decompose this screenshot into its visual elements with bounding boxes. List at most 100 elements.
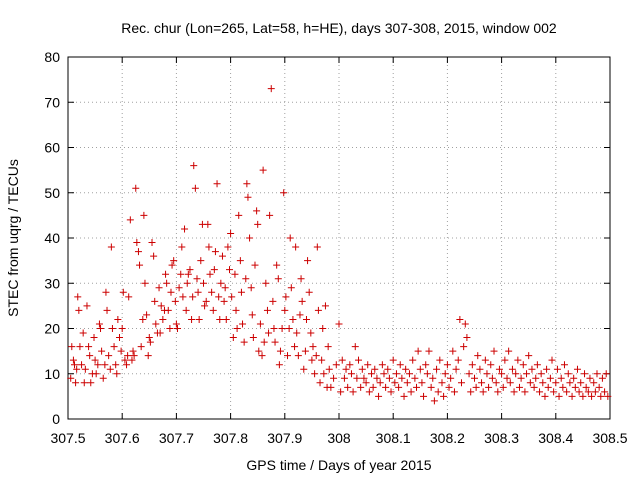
data-point: [595, 383, 603, 391]
data-point: [75, 306, 83, 314]
data-point: [604, 392, 612, 400]
data-point: [137, 343, 145, 351]
data-point: [130, 352, 138, 360]
y-tick-label: 70: [44, 94, 60, 110]
data-point: [297, 275, 305, 283]
data-point: [301, 347, 309, 355]
data-point: [166, 325, 174, 332]
data-point: [210, 266, 218, 274]
data-point: [533, 361, 541, 369]
data-point: [218, 252, 226, 260]
data-point: [373, 374, 381, 382]
data-point: [240, 338, 248, 346]
data-point: [294, 352, 302, 360]
data-point: [282, 293, 290, 301]
y-tick-label: 60: [44, 140, 60, 156]
data-point: [371, 365, 379, 373]
data-point: [123, 361, 131, 369]
data-point: [232, 306, 240, 314]
data-point: [478, 379, 486, 387]
x-tick-label: 308: [327, 430, 351, 446]
data-point: [226, 266, 234, 274]
data-point: [430, 397, 438, 405]
data-point: [179, 293, 187, 301]
data-point: [357, 383, 365, 391]
data-point: [172, 320, 180, 328]
data-point: [541, 392, 549, 400]
data-point: [164, 306, 172, 314]
data-point: [227, 229, 235, 237]
data-point: [483, 370, 491, 378]
data-point: [168, 261, 176, 269]
data-point: [411, 374, 419, 382]
data-point: [479, 388, 487, 396]
data-point: [555, 392, 563, 400]
x-axis-title: GPS time / Days of year 2015: [246, 457, 431, 473]
data-point: [456, 315, 464, 323]
data-point: [69, 356, 77, 364]
data-point: [445, 383, 453, 391]
data-point: [143, 311, 151, 319]
data-point: [400, 392, 408, 400]
data-point: [320, 370, 328, 378]
data-point: [523, 370, 531, 378]
data-point: [570, 374, 578, 382]
data-point: [253, 207, 261, 215]
x-tick-label: 308.2: [430, 430, 465, 446]
data-point: [183, 279, 191, 287]
data-point: [349, 388, 357, 396]
data-point: [90, 334, 98, 342]
data-point: [330, 374, 338, 382]
data-point: [519, 361, 527, 369]
data-point: [177, 270, 185, 278]
x-tick-label: 307.6: [105, 430, 140, 446]
data-point: [239, 320, 247, 328]
data-point: [474, 352, 482, 360]
data-point: [200, 279, 207, 287]
data-point: [537, 370, 545, 378]
data-point: [237, 288, 245, 296]
data-point: [508, 365, 516, 373]
data-point: [256, 320, 264, 328]
data-point: [124, 352, 132, 360]
data-point: [364, 361, 372, 369]
data-point: [503, 374, 511, 382]
data-point: [94, 361, 102, 369]
data-point: [136, 261, 144, 269]
data-point: [571, 383, 579, 391]
data-point: [510, 388, 518, 396]
data-point: [353, 374, 361, 382]
data-point: [222, 315, 230, 323]
data-point: [539, 379, 547, 387]
data-point: [433, 365, 441, 373]
x-tick-label: 308.3: [484, 430, 519, 446]
data-point: [416, 365, 424, 373]
data-point: [481, 356, 489, 364]
data-point: [178, 243, 186, 251]
data-point: [242, 275, 250, 283]
data-point: [170, 257, 178, 265]
data-point: [337, 388, 345, 396]
data-point: [487, 361, 495, 369]
data-point: [309, 343, 317, 351]
data-point: [92, 370, 100, 378]
data-point: [184, 270, 192, 278]
data-point: [259, 166, 267, 174]
data-point: [134, 248, 142, 256]
data-point: [87, 379, 95, 387]
data-point: [213, 180, 221, 188]
data-point: [521, 388, 529, 396]
data-point: [501, 356, 509, 364]
data-point: [447, 374, 455, 382]
data-point: [190, 162, 198, 170]
data-point: [211, 248, 219, 256]
data-point: [517, 374, 525, 382]
data-point: [151, 297, 159, 305]
data-point: [289, 315, 297, 323]
data-point: [365, 388, 373, 396]
data-point: [467, 388, 475, 396]
data-point: [588, 392, 596, 400]
data-point: [133, 239, 141, 247]
data-point: [105, 352, 113, 360]
data-point: [76, 343, 84, 351]
